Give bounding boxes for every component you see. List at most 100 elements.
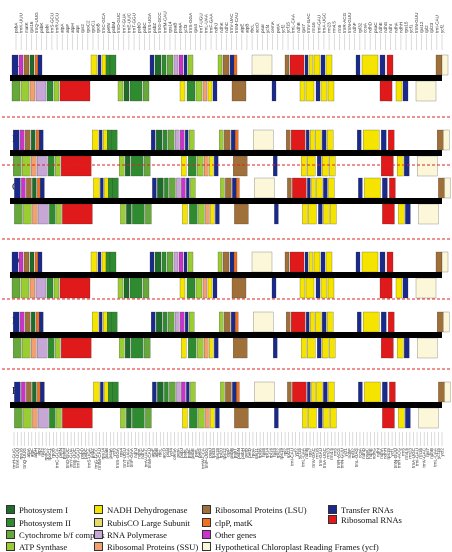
bottom-gene-label: rrn16	[315, 448, 320, 459]
gene-block	[306, 129, 310, 151]
gene-block	[395, 277, 403, 299]
gene-block	[388, 129, 395, 151]
bottom-gene-label: psaI	[165, 448, 170, 457]
gene-block	[301, 155, 307, 177]
legend: Photosystem I Photosystem II Cytochrome …	[0, 500, 452, 552]
top-gene-label: trnL-UAA	[203, 13, 208, 33]
gene-block	[310, 129, 315, 151]
gene-block	[322, 155, 329, 177]
bottom-gene-label: petG	[197, 448, 202, 458]
gene-block	[444, 177, 451, 199]
gene-block	[404, 155, 410, 177]
gene-block	[215, 407, 220, 429]
panel-f: F	[2, 368, 451, 429]
gene-block	[183, 251, 188, 273]
gene-block	[210, 203, 215, 225]
bottom-gene-label: trnA-UGC	[322, 447, 327, 468]
gene-block	[236, 177, 240, 199]
gene-block	[129, 80, 143, 102]
gene-block	[99, 129, 103, 151]
gene-block	[34, 54, 39, 76]
bottom-gene-label: rpl2	[283, 448, 288, 456]
bottom-gene-label: petN	[58, 448, 63, 458]
gene-block	[18, 251, 24, 273]
gene-block	[37, 381, 41, 403]
bottom-gene-label: petB	[243, 448, 248, 457]
bottom-gene-label: trnfM-CAU	[97, 448, 102, 470]
gene-block	[195, 277, 203, 299]
bottom-gene-label: rps7	[425, 448, 430, 457]
gene-block	[20, 277, 30, 299]
gene-block	[217, 251, 223, 273]
top-gene-label: atpE	[239, 24, 244, 33]
gene-block	[181, 155, 187, 177]
top-gene-label: ycf4	[265, 24, 270, 33]
bottom-gene-label: psbT	[233, 448, 238, 458]
gene-block	[364, 381, 381, 403]
gene-block	[251, 54, 273, 76]
bottom-gene-label: rrn4.5	[404, 448, 409, 460]
legend-swatch	[328, 505, 337, 514]
gene-block	[93, 381, 100, 403]
top-gene-label: ycf1	[409, 24, 414, 33]
gene-block	[111, 311, 118, 333]
gene-block	[164, 177, 169, 199]
gene-block	[323, 381, 328, 403]
gene-block	[93, 177, 100, 199]
gene-block	[90, 251, 98, 273]
top-gene-label: rps15	[404, 21, 409, 33]
gene-block	[129, 277, 143, 299]
bottom-gene-label: rps16	[19, 448, 24, 460]
gene-block	[20, 311, 25, 333]
top-gene-label: rrn16	[311, 22, 316, 33]
gene-block	[220, 381, 225, 403]
top-gene-label: rrn4.5	[332, 21, 337, 33]
gene-block	[149, 251, 155, 273]
gene-block	[180, 311, 185, 333]
bottom-gene-label: psbC	[83, 447, 88, 458]
gene-block	[144, 337, 151, 359]
gene-block	[123, 80, 130, 102]
bottom-gene-label: psbM	[61, 448, 66, 459]
gene-block	[316, 177, 323, 199]
gene-block	[125, 155, 131, 177]
gene-block	[145, 203, 152, 225]
top-gene-label: atpA	[60, 23, 65, 33]
panel-a: A	[10, 54, 449, 102]
bottom-gene-label: rpoC2	[44, 448, 49, 461]
bottom-gene-label: ycf1	[390, 448, 395, 457]
gene-block	[364, 177, 381, 199]
gene-block	[40, 177, 45, 199]
top-gene-label: psbC	[142, 22, 147, 33]
gene-block	[417, 155, 438, 177]
gene-block	[232, 177, 237, 199]
gene-block	[198, 203, 205, 225]
gene-block	[224, 311, 231, 333]
gene-block	[308, 251, 314, 273]
legend-swatch	[202, 530, 211, 539]
gene-block	[317, 337, 322, 359]
bottom-gene-label: rrn5	[333, 448, 338, 457]
gene-block	[190, 177, 196, 199]
bottom-gene-label: ndhE	[368, 448, 373, 459]
gene-block	[231, 311, 236, 333]
bottom-gene-label: atpH	[33, 448, 38, 458]
gene-block	[363, 311, 380, 333]
gene-block	[105, 54, 111, 76]
gene-block	[195, 80, 203, 102]
gene-block	[363, 129, 380, 151]
gene-block	[61, 155, 92, 177]
gene-block	[101, 54, 107, 76]
bottom-gene-label: rps11	[254, 448, 259, 460]
gene-block	[61, 337, 92, 359]
gene-block	[179, 80, 186, 102]
bottom-gene-label: rps12	[222, 448, 227, 460]
gene-block	[292, 177, 307, 199]
top-gene-label: psaA	[178, 22, 183, 33]
bottom-gene-label: psaB	[104, 448, 109, 458]
legend-label: Hypothetical Chloroplast Reading Frames …	[215, 541, 379, 552]
gene-block	[14, 407, 23, 429]
gene-block	[304, 251, 309, 273]
gene-block	[176, 177, 181, 199]
legend-label: ATP Synthase	[19, 541, 68, 552]
